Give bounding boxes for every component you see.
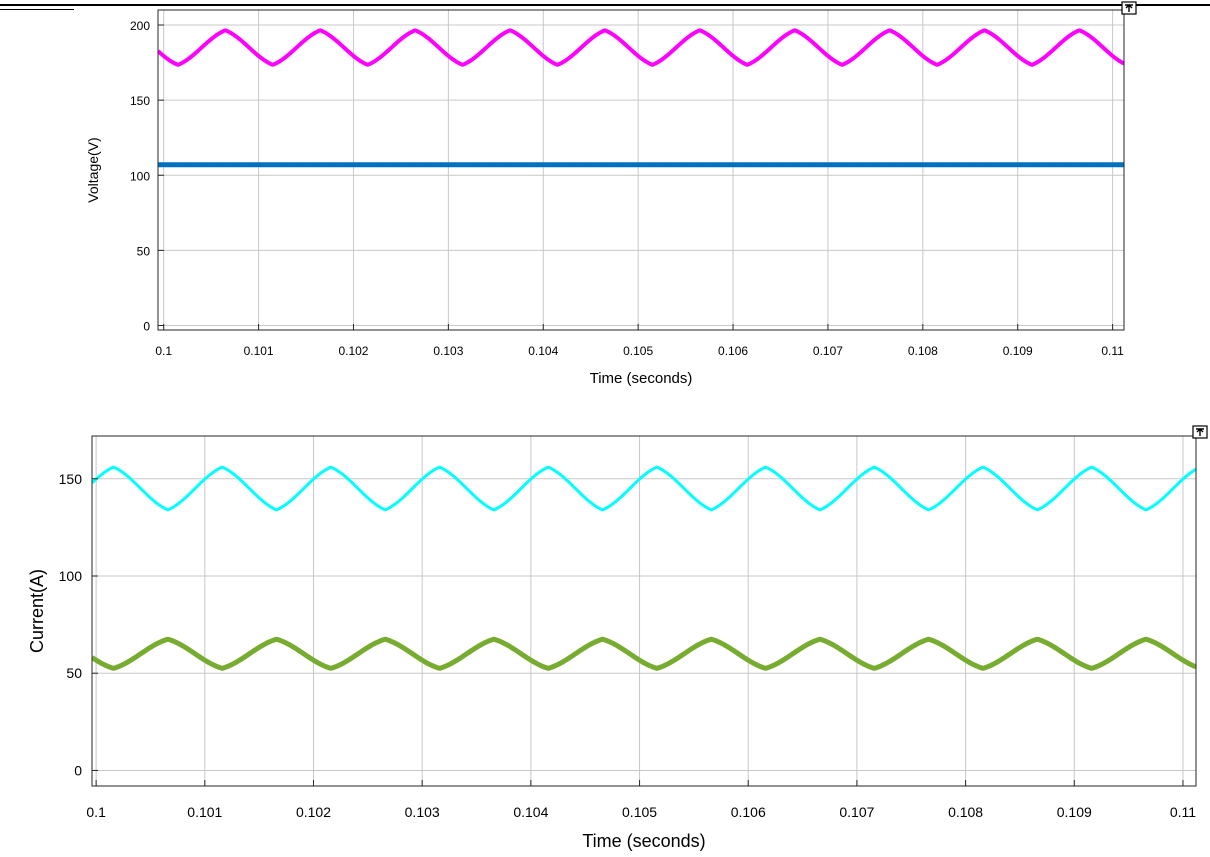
plot-area bbox=[158, 10, 1124, 330]
x-tick-label: 0.108 bbox=[908, 344, 938, 358]
x-tick-label: 0.104 bbox=[528, 344, 558, 358]
y-tick-label: 150 bbox=[59, 471, 83, 487]
x-tick-label: 0.1 bbox=[86, 804, 106, 820]
expand-icon bbox=[1121, 1, 1137, 15]
top-rule-short bbox=[0, 9, 74, 10]
plot-area bbox=[92, 436, 1196, 786]
x-tick-label: 0.11 bbox=[1170, 804, 1196, 820]
y-tick-label: 50 bbox=[137, 244, 151, 258]
expand-icon-glyph bbox=[1196, 428, 1204, 436]
top-rule bbox=[0, 4, 1210, 6]
x-tick-label: 0.103 bbox=[405, 804, 440, 820]
x-tick-label: 0.102 bbox=[338, 344, 368, 358]
x-tick-label: 0.106 bbox=[718, 344, 748, 358]
x-tick-label: 0.101 bbox=[244, 344, 274, 358]
x-tick-label: 0.11 bbox=[1101, 344, 1124, 358]
y-tick-label: 0 bbox=[143, 319, 150, 333]
chart-1: 0.1 0.101 0.102 0.103 0.104 0.105 0.106 0.107 0.… bbox=[85, 1, 1137, 387]
x-tick-label: 0.109 bbox=[1003, 344, 1033, 358]
y-axis-label: Voltage(V) bbox=[85, 137, 101, 202]
x-axis-label: Time (seconds) bbox=[590, 370, 693, 387]
series-line-1 bbox=[92, 465, 1196, 512]
x-tick-label: 0.105 bbox=[622, 804, 657, 820]
axes-box bbox=[157, 9, 1125, 331]
expand-icon bbox=[1192, 425, 1208, 439]
axes-box bbox=[91, 435, 1197, 787]
expand-icon-glyph bbox=[1125, 4, 1133, 12]
series-line-2 bbox=[92, 636, 1196, 671]
chart-2: 0.1 0.101 0.102 0.103 0.104 0.105 0.106 0.107 0.… bbox=[27, 425, 1208, 851]
x-tick-label: 0.105 bbox=[623, 344, 653, 358]
x-tick-label: 0.101 bbox=[187, 804, 222, 820]
x-axis-label: Time (seconds) bbox=[582, 831, 705, 851]
y-tick-label: 100 bbox=[59, 568, 83, 584]
x-tick-label: 0.104 bbox=[513, 804, 548, 820]
x-tick-label: 0.107 bbox=[839, 804, 874, 820]
x-tick-label: 0.108 bbox=[948, 804, 983, 820]
x-tick-label: 0.1 bbox=[155, 344, 172, 358]
y-tick-label: 150 bbox=[130, 94, 150, 108]
y-tick-label: 0 bbox=[74, 762, 82, 778]
y-tick-label: 50 bbox=[66, 665, 82, 681]
y-axis-label: Current(A) bbox=[27, 569, 47, 653]
x-tick-label: 0.103 bbox=[433, 344, 463, 358]
y-tick-label: 100 bbox=[130, 169, 150, 183]
x-tick-label: 0.106 bbox=[731, 804, 766, 820]
x-tick-label: 0.107 bbox=[813, 344, 843, 358]
y-tick-label: 200 bbox=[130, 19, 150, 33]
series-line-1 bbox=[158, 28, 1124, 67]
x-tick-label: 0.109 bbox=[1057, 804, 1092, 820]
x-tick-label: 0.102 bbox=[296, 804, 331, 820]
